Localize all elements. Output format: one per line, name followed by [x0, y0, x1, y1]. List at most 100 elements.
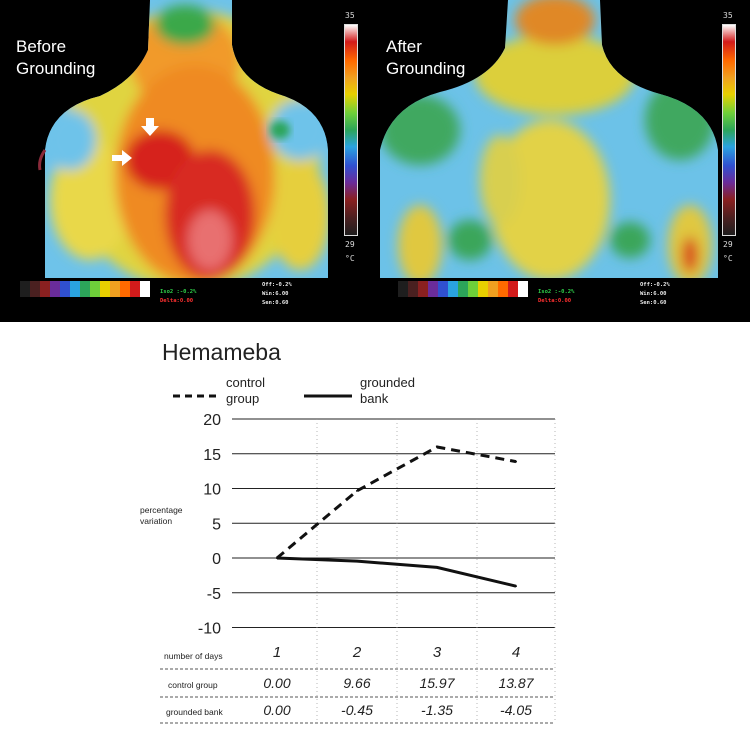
data-point — [276, 557, 278, 559]
y-tick-label: 10 — [203, 482, 221, 499]
win-right: Win:6.00 — [640, 291, 667, 297]
table-day-cell: 2 — [352, 644, 362, 661]
palette-swatch — [70, 281, 80, 297]
palette-swatch — [20, 281, 30, 297]
palette-swatch — [418, 281, 428, 297]
off-right: Off:-0.2% — [640, 282, 670, 288]
scale-min-left: 29 — [345, 240, 355, 249]
palette-swatch — [90, 281, 100, 297]
y-tick-label: 20 — [203, 412, 221, 429]
table-value-cell: 0.00 — [263, 675, 290, 691]
off-left: Off:-0.2% — [262, 282, 292, 288]
palette-swatch — [80, 281, 90, 297]
data-series — [276, 445, 517, 588]
before-grounding-label: Before Grounding — [16, 36, 95, 80]
arrow-down-icon — [141, 118, 159, 136]
chart-title: Hemameba — [162, 339, 281, 365]
scale-unit-right: °C — [723, 254, 733, 263]
chart-svg: Hemameba control group grounded bank per… — [140, 339, 556, 724]
y-tick-label: 15 — [203, 447, 221, 464]
palette-swatch — [120, 281, 130, 297]
legend-control-line2: group — [226, 391, 259, 406]
table-row-label-control: control group — [168, 680, 218, 690]
palette-swatch — [50, 281, 60, 297]
table-value-cell: 15.97 — [419, 675, 455, 691]
table-value-cell: -4.05 — [500, 702, 532, 718]
color-scale-bar-left — [344, 24, 358, 236]
data-point — [356, 489, 358, 492]
hemameba-chart: Hemameba control group grounded bank per… — [0, 322, 750, 750]
table-day-cell: 3 — [433, 644, 442, 661]
delta-left-line: Delta:0.00 — [160, 298, 194, 304]
palette-swatch — [468, 281, 478, 297]
y-tick-label: 5 — [212, 516, 221, 533]
settings-readout-left: Off:-0.2% Win:6.00 Sen:0.60 — [262, 281, 292, 308]
y-tick-label: -5 — [207, 586, 221, 603]
arrow-right-icon — [112, 150, 132, 166]
palette-swatch — [508, 281, 518, 297]
after-grounding-label: After Grounding — [386, 36, 465, 80]
y-tick-label: -10 — [198, 621, 221, 638]
before-label-line1: Before — [16, 37, 67, 56]
color-scale-bar-right — [722, 24, 736, 236]
legend-grounded-line1: grounded — [360, 375, 415, 390]
palette-swatch — [498, 281, 508, 297]
scale-unit-left: °C — [345, 254, 355, 263]
iso-left-line: Iso2 :-0.2% — [160, 289, 197, 295]
table-row-label-grounded: grounded bank — [166, 707, 223, 717]
legend-control-line1: control — [226, 375, 265, 390]
sen-right: Sen:0.60 — [640, 300, 667, 306]
palette-swatch — [40, 281, 50, 297]
thermal-images — [38, 0, 718, 278]
palette-swatch — [398, 281, 408, 297]
legend: control group grounded bank — [173, 375, 415, 406]
y-tick-label: 0 — [212, 551, 221, 568]
palette-swatch — [60, 281, 70, 297]
iso-right-line: Iso2 :-0.2% — [538, 289, 575, 295]
delta-right-line: Delta:0.00 — [538, 298, 572, 304]
palette-swatch — [130, 281, 140, 297]
iso-readout-left: Iso2 :-0.2% Delta:0.00 — [160, 288, 196, 306]
grid-lines — [232, 418, 556, 722]
data-point — [515, 460, 517, 463]
y-axis-label-line1: percentage — [140, 505, 183, 515]
data-point — [436, 446, 438, 449]
after-label-line1: After — [386, 37, 422, 56]
data-point — [356, 560, 358, 563]
y-tick-labels: 20 15 10 5 0 -5 -10 — [198, 412, 221, 638]
palette-swatch — [518, 281, 528, 297]
before-label-line2: Grounding — [16, 59, 96, 78]
data-table: number of days control group grounded ba… — [160, 644, 555, 724]
data-point — [436, 566, 438, 569]
data-point — [515, 585, 517, 588]
thermal-image-panel: Before Grounding After Grounding 35 29 °… — [0, 0, 750, 322]
palette-swatch — [438, 281, 448, 297]
palette-swatch — [448, 281, 458, 297]
table-days-label: number of days — [164, 651, 223, 661]
palette-strip-left — [20, 281, 150, 297]
table-day-cell: 4 — [512, 644, 520, 661]
palette-swatch — [30, 281, 40, 297]
table-value-cell: 13.87 — [498, 675, 534, 691]
table-value-cell: 0.00 — [263, 702, 290, 718]
sen-left: Sen:0.60 — [262, 300, 289, 306]
after-label-line2: Grounding — [386, 59, 466, 78]
table-value-cell: -0.45 — [341, 702, 373, 718]
control-group-line — [276, 445, 517, 560]
palette-swatch — [488, 281, 498, 297]
table-value-cell: 9.66 — [343, 675, 370, 691]
scale-max-right: 35 — [723, 11, 733, 20]
palette-swatch — [100, 281, 110, 297]
palette-swatch — [478, 281, 488, 297]
scale-max-left: 35 — [345, 11, 355, 20]
palette-swatch — [428, 281, 438, 297]
settings-readout-right: Off:-0.2% Win:6.00 Sen:0.60 — [640, 281, 670, 308]
palette-swatch — [408, 281, 418, 297]
palette-swatch — [458, 281, 468, 297]
palette-swatch — [140, 281, 150, 297]
palette-strip-right — [398, 281, 528, 297]
table-value-cell: -1.35 — [421, 702, 453, 718]
win-left: Win:6.00 — [262, 291, 289, 297]
grounded-bank-line — [276, 556, 517, 588]
y-axis-label-line2: variation — [140, 516, 172, 526]
